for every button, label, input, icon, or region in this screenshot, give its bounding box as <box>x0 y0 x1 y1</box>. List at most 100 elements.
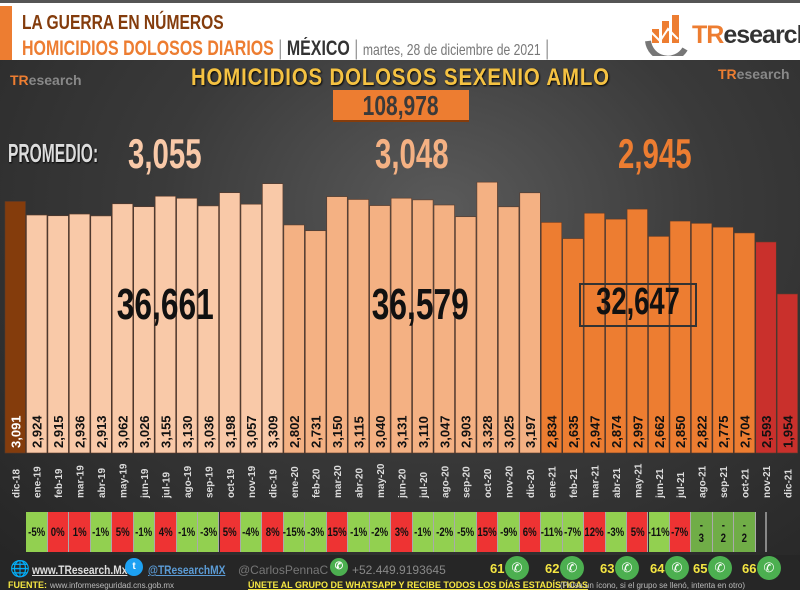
bar-jun-19 <box>133 206 155 454</box>
value-label: 2,874 <box>609 415 624 448</box>
value-label: 3,131 <box>394 415 409 448</box>
source-link[interactable]: www.informeseguridad.cns.gob.mx <box>50 581 175 590</box>
pct-change-cell: -11% <box>541 512 563 552</box>
year-total-2021: 32,647 <box>596 281 680 323</box>
pct-change-cell: -2% <box>369 512 392 552</box>
pct-change-cell: -1% <box>176 512 199 552</box>
whatsapp-group-number: 66 <box>742 561 757 576</box>
whatsapp-group-icon[interactable]: ✆ <box>757 556 781 580</box>
month-label: dic-18 <box>11 469 22 498</box>
pct-change-cell: 15% <box>326 512 349 552</box>
whatsapp-group-number: 63 <box>600 561 615 576</box>
year-total-2019: 36,661 <box>116 280 214 329</box>
pct-change-cell: - 2 <box>734 512 756 552</box>
pct-change-cell: -9% <box>498 512 520 552</box>
month-label: may-21 <box>633 463 644 498</box>
value-label: 3,309 <box>266 415 281 448</box>
bar-nov-21 <box>755 241 777 454</box>
separator: | <box>278 37 283 60</box>
month-label: sep-21 <box>719 466 730 498</box>
value-label: 3,328 <box>480 415 495 448</box>
whatsapp-note: (Pulsa un ícono, si el grupo se llenó, i… <box>560 581 745 590</box>
website-link[interactable]: www.TResearch.Mx <box>32 563 128 577</box>
pct-change-cell: -3% <box>605 512 628 552</box>
page-subtitle: HOMICIDIOS DOLOSOS DIARIOS | MÉXICO | ma… <box>22 37 549 61</box>
value-label: 3,198 <box>223 415 238 448</box>
bar-jul-19 <box>154 195 176 454</box>
pct-change-cell: 0% <box>47 512 70 552</box>
chart-title: HOMICIDIOS DOLOSOS SEXENIO AMLO <box>190 64 610 91</box>
bar-feb-21 <box>562 238 584 454</box>
month-label: feb-21 <box>569 468 580 498</box>
value-label: 2,635 <box>566 415 581 448</box>
bar-ene-20 <box>283 224 305 454</box>
bar-sep-19 <box>197 205 219 454</box>
whatsapp-group-icon[interactable]: ✆ <box>708 556 732 580</box>
pct-change-cell: -1% <box>348 512 370 552</box>
value-label: 2,924 <box>30 415 45 448</box>
source-label: FUENTE: <box>8 580 47 590</box>
year-total-2020: 36,579 <box>371 280 469 329</box>
bar-jun-21 <box>648 236 670 454</box>
bar-abr-19 <box>90 215 112 454</box>
pct-change-cell: -7% <box>562 512 585 552</box>
country: MÉXICO <box>286 37 350 60</box>
pct-change-cell: 5% <box>112 512 134 552</box>
month-label: ene-20 <box>290 466 301 498</box>
value-label: 2,704 <box>738 415 753 448</box>
month-label: ago-20 <box>440 465 451 498</box>
value-label: 2,997 <box>630 415 645 448</box>
whatsapp-group-number: 64 <box>650 561 665 576</box>
value-label: 2,834 <box>545 415 560 448</box>
value-label: 2,850 <box>673 415 688 448</box>
bar-oct-20 <box>476 181 498 454</box>
bar-mar-20 <box>326 196 348 454</box>
month-label: feb-20 <box>312 468 323 498</box>
bar-ene-21 <box>540 222 563 454</box>
whatsapp-group-icon[interactable]: ✆ <box>505 556 529 580</box>
value-label: 3,110 <box>416 416 431 448</box>
month-label: may-19 <box>119 463 130 498</box>
separator: | <box>354 37 359 60</box>
pct-change-cell: -3% <box>198 512 220 552</box>
pct-change-cell: -2% <box>434 512 456 552</box>
bar-dic-20 <box>519 192 541 454</box>
bar-jun-20 <box>390 197 412 454</box>
month-label: abr-21 <box>612 468 623 498</box>
whatsapp-group-icon[interactable]: ✆ <box>665 556 689 580</box>
whatsapp-group-number: 65 <box>693 561 708 576</box>
pct-change-cell: 8% <box>262 512 284 552</box>
value-label: 3,025 <box>502 415 517 448</box>
bar-sep-21 <box>712 226 734 454</box>
month-label: feb-19 <box>54 468 65 498</box>
bar-nov-20 <box>498 206 520 454</box>
bar-mar-19 <box>69 213 91 454</box>
whatsapp-cta: ÚNETE AL GRUPO DE WHATSAPP Y RECIBE TODO… <box>248 580 589 590</box>
value-label: 2,802 <box>287 415 302 448</box>
month-label: oct-20 <box>483 468 494 498</box>
year-total-box <box>579 283 697 327</box>
bar-sep-20 <box>455 216 477 454</box>
whatsapp-group-icon[interactable]: ✆ <box>615 556 639 580</box>
bar-feb-20 <box>304 230 327 454</box>
month-label: jun-19 <box>140 468 151 499</box>
value-label: 2,947 <box>587 415 602 448</box>
month-label: mar-19 <box>76 465 87 498</box>
pct-change-cell: - 2 <box>712 512 735 552</box>
month-label: abr-19 <box>97 468 108 498</box>
bar-mar-21 <box>583 212 605 454</box>
page-title: LA GUERRA EN NÚMEROS <box>22 12 224 34</box>
watermark-logo-left: TResearch <box>10 72 82 88</box>
twitter-link[interactable]: @TResearchMX <box>148 563 226 577</box>
pct-change-cell: -11% <box>648 512 670 552</box>
month-label: oct-19 <box>226 468 237 498</box>
value-label: 2,903 <box>459 415 474 448</box>
twitter-icon: t <box>125 558 143 576</box>
value-label: 3,047 <box>437 415 452 448</box>
value-label: 2,822 <box>695 415 710 448</box>
value-label: 3,040 <box>373 415 388 448</box>
tresearch-logo: TResearch <box>640 11 800 62</box>
pct-change-cell: 5% <box>627 512 649 552</box>
whatsapp-group-icon[interactable]: ✆ <box>560 556 584 580</box>
month-label: ago-19 <box>183 465 194 498</box>
